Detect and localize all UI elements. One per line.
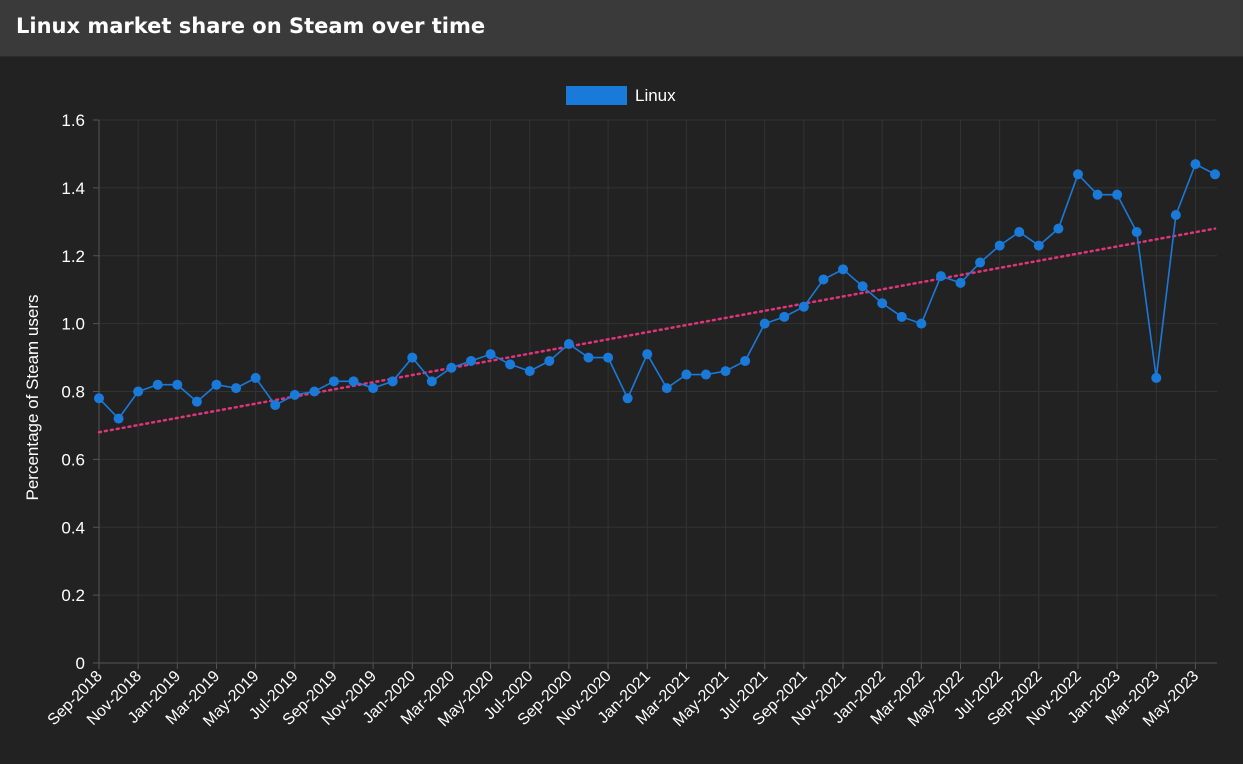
y-tick-label: 0.6 — [61, 450, 85, 469]
legend-swatch — [566, 86, 627, 105]
data-point — [172, 379, 183, 390]
data-point — [700, 369, 711, 380]
y-tick-label: 1.6 — [61, 111, 85, 130]
series-line-linux — [98, 162, 1216, 420]
data-point — [877, 298, 888, 309]
y-tick-label: 0.2 — [61, 586, 85, 605]
data-point — [113, 413, 124, 424]
data-point — [270, 400, 281, 411]
data-point — [348, 376, 359, 387]
data-point — [407, 352, 418, 363]
data-point — [1014, 226, 1025, 237]
data-point — [446, 362, 457, 373]
y-tick-label: 0 — [76, 654, 85, 673]
data-point — [759, 318, 770, 329]
data-point — [603, 352, 614, 363]
data-point — [1210, 169, 1221, 180]
data-point — [152, 379, 163, 390]
data-point — [857, 281, 868, 292]
data-point — [740, 355, 751, 366]
data-point — [1053, 223, 1064, 234]
y-axis-label: Percentage of Steam users — [23, 294, 42, 500]
card-header: Linux market share on Steam over time — [0, 0, 1243, 57]
data-point — [975, 257, 986, 268]
data-point — [1190, 159, 1201, 170]
data-point — [328, 376, 339, 387]
data-point — [368, 383, 379, 394]
data-point — [211, 379, 222, 390]
legend-label: Linux — [635, 86, 676, 105]
data-point — [779, 311, 790, 322]
data-point — [1072, 169, 1083, 180]
data-point — [681, 369, 692, 380]
data-point — [994, 240, 1005, 251]
data-point — [231, 383, 242, 394]
y-tick-label: 0.8 — [61, 383, 85, 402]
data-point — [133, 386, 144, 397]
data-point — [955, 277, 966, 288]
data-point — [466, 355, 477, 366]
data-point — [935, 271, 946, 282]
data-point — [485, 349, 496, 360]
data-point — [720, 366, 731, 377]
data-point — [1033, 240, 1044, 251]
data-point — [94, 393, 104, 404]
chart-title: Linux market share on Steam over time — [16, 14, 486, 38]
data-point — [505, 359, 516, 370]
y-tick-label: 1.2 — [61, 247, 85, 266]
data-point — [798, 301, 809, 312]
data-point — [838, 264, 849, 275]
data-point — [426, 376, 437, 387]
data-point — [896, 311, 907, 322]
data-point — [563, 338, 574, 349]
y-tick-label: 0.4 — [61, 518, 85, 537]
data-point — [642, 349, 653, 360]
data-point — [661, 383, 672, 394]
data-point — [818, 274, 829, 285]
data-point — [1131, 226, 1142, 237]
data-point — [524, 366, 535, 377]
data-point — [1170, 210, 1181, 221]
data-point — [1112, 189, 1123, 200]
data-point — [622, 393, 633, 404]
trendline — [97, 227, 1217, 434]
data-point — [289, 389, 300, 400]
data-point — [191, 396, 202, 407]
data-point — [250, 372, 261, 383]
data-point — [916, 318, 927, 329]
data-point — [583, 352, 594, 363]
data-point — [544, 355, 555, 366]
data-point — [1151, 372, 1162, 383]
data-point — [1092, 189, 1103, 200]
data-point — [309, 386, 320, 397]
data-point — [387, 376, 398, 387]
y-tick-label: 1.0 — [61, 315, 85, 334]
y-tick-label: 1.4 — [61, 179, 85, 198]
